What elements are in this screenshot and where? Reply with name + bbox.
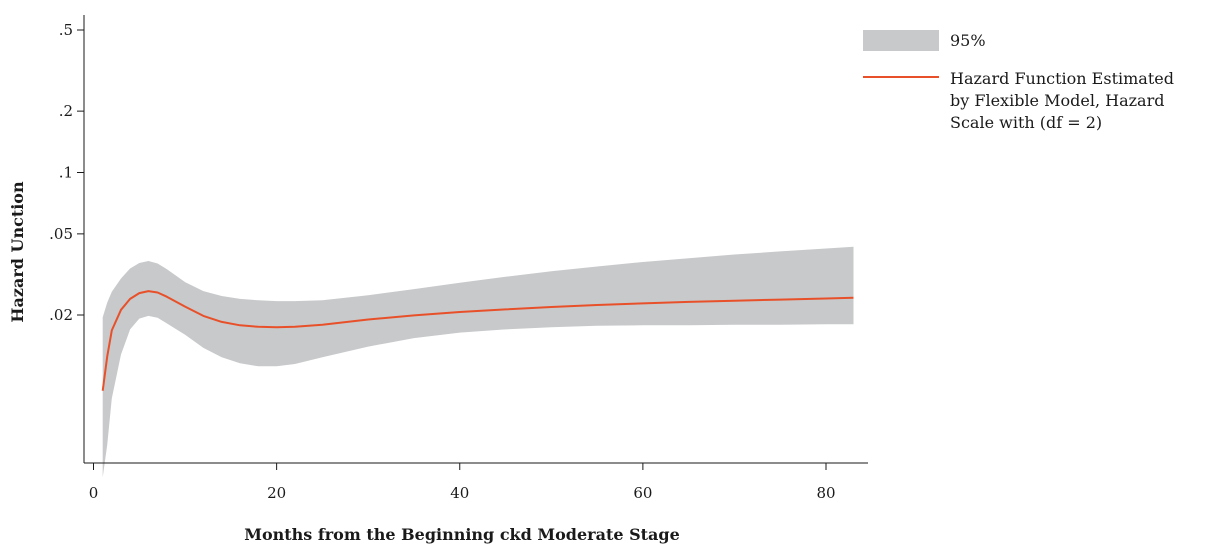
legend-band-swatch — [863, 30, 939, 51]
legend-line-label-2: by Flexible Model, Hazard — [950, 91, 1164, 110]
axes — [83, 15, 868, 464]
legend-band-label: 95% — [950, 31, 986, 50]
series-line-hazard — [101, 290, 854, 391]
plot-area — [101, 246, 854, 478]
y-tick-label: .1 — [59, 164, 73, 182]
x-ticks: 0 20 40 60 80 — [89, 463, 836, 502]
x-tick-label: 20 — [267, 484, 286, 502]
y-tick-label: .5 — [59, 21, 73, 39]
x-tick-label: 80 — [816, 484, 835, 502]
legend-line-label-3: Scale with (df = 2) — [950, 113, 1102, 132]
y-ticks: .5 .2 .1 .05 .02 — [49, 21, 84, 324]
legend-line-label-1: Hazard Function Estimated — [950, 69, 1174, 88]
y-axis-title: Hazard Unction — [8, 181, 27, 323]
x-tick-label: 40 — [450, 484, 469, 502]
series-band-95 — [102, 246, 854, 478]
y-tick-label: .2 — [59, 102, 73, 120]
y-tick-label: .05 — [49, 225, 73, 243]
y-tick-label: .02 — [49, 306, 73, 324]
x-tick-label: 0 — [89, 484, 99, 502]
x-tick-label: 60 — [633, 484, 652, 502]
legend: 95% Hazard Function Estimated by Flexibl… — [863, 30, 1174, 132]
x-axis-title: Months from the Beginning ckd Moderate S… — [244, 525, 680, 544]
